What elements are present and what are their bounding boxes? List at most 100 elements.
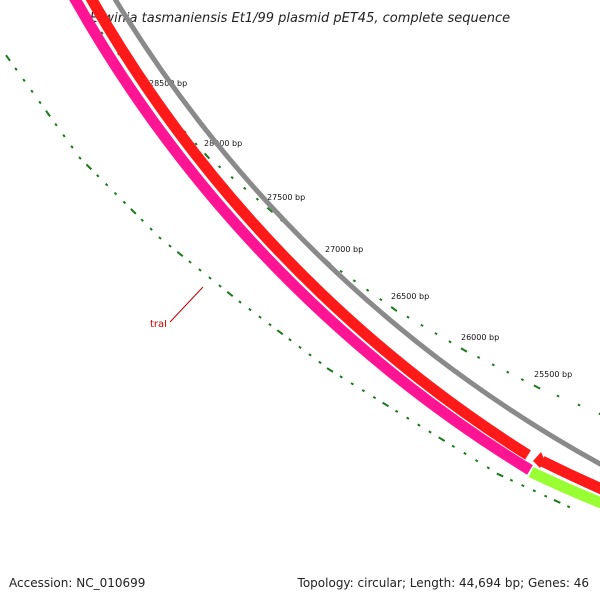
inner-minor-tick — [238, 300, 242, 304]
major-tick — [390, 306, 398, 312]
inner-major-tick — [438, 436, 446, 442]
major-tick — [203, 152, 211, 160]
gene-label-traI: traI — [150, 319, 167, 330]
minor-tick — [379, 298, 383, 302]
inner-minor-tick — [372, 395, 377, 400]
inner-minor-tick — [509, 478, 514, 482]
inner-minor-tick — [361, 389, 366, 393]
minor-tick — [556, 394, 560, 398]
inner-minor-tick — [122, 200, 127, 205]
tick-label: 27000 bp — [325, 245, 363, 254]
inner-minor-tick — [417, 423, 421, 427]
inner-major-tick — [326, 367, 334, 373]
inner-minor-tick — [451, 444, 456, 448]
minor-tick — [243, 186, 247, 191]
minor-tick — [448, 340, 452, 344]
inner-minor-tick — [158, 236, 162, 240]
minor-tick — [577, 403, 581, 407]
inner-minor-tick — [104, 182, 109, 187]
summary-text: Topology: circular; Length: 44,694 bp; G… — [297, 576, 589, 590]
inner-minor-tick — [248, 307, 252, 312]
inner-tick-ring — [5, 54, 571, 509]
tick-label: 27500 bp — [267, 193, 305, 202]
major-tick — [266, 206, 274, 214]
inner-minor-tick — [208, 276, 212, 280]
minor-tick — [434, 332, 438, 336]
inner-minor-tick — [486, 466, 491, 470]
inner-minor-tick — [14, 67, 18, 71]
gene-arc-green — [528, 467, 600, 509]
inner-minor-tick — [532, 489, 536, 493]
inner-minor-tick — [268, 323, 272, 327]
inner-minor-tick — [339, 375, 343, 379]
inner-minor-tick — [394, 409, 399, 413]
inner-minor-tick — [62, 134, 66, 138]
minor-tick — [365, 288, 370, 292]
inner-minor-tick — [318, 360, 322, 365]
inner-minor-tick — [38, 100, 42, 105]
inner-major-tick — [130, 208, 137, 215]
inner-minor-tick — [70, 145, 74, 149]
tick-label: 26500 bp — [391, 292, 429, 301]
inner-major-tick — [496, 472, 504, 478]
inner-major-tick — [176, 251, 184, 257]
minor-tick — [420, 323, 424, 327]
inner-minor-tick — [96, 174, 100, 178]
inner-major-tick — [85, 163, 93, 171]
inner-major-tick — [553, 499, 561, 504]
gene-label-leader — [169, 286, 204, 323]
tick-label: 25500 bp — [534, 370, 572, 379]
inner-major-tick — [276, 329, 284, 336]
tick-label: 26000 bp — [461, 333, 499, 342]
backbone-circle — [112, 0, 600, 467]
inner-minor-tick — [149, 227, 153, 231]
gene-arc-traI — [69, 0, 533, 475]
minor-tick — [217, 165, 222, 169]
inner-major-tick — [45, 110, 51, 117]
minor-tick — [255, 197, 260, 201]
inner-minor-tick — [188, 260, 192, 264]
inner-major-tick — [226, 291, 234, 297]
inner-minor-tick — [258, 315, 262, 319]
inner-minor-tick — [566, 505, 571, 509]
inner-minor-tick — [168, 244, 172, 248]
inner-major-tick — [382, 401, 390, 408]
inner-minor-tick — [298, 345, 302, 349]
inner-minor-tick — [30, 89, 34, 94]
accession-text: Accession: NC_010699 — [9, 576, 146, 590]
minor-tick — [520, 378, 525, 382]
minor-tick — [230, 175, 234, 180]
major-tick — [460, 347, 468, 353]
minor-tick — [352, 279, 357, 283]
inner-minor-tick — [198, 268, 202, 272]
minor-tick — [339, 269, 343, 273]
inner-minor-tick — [113, 191, 118, 196]
inner-minor-tick — [521, 484, 525, 488]
minor-tick — [100, 31, 104, 35]
inner-minor-tick — [288, 338, 292, 342]
inner-minor-tick — [78, 156, 82, 160]
inner-major-tick — [5, 54, 11, 62]
forward-gene-arc-2 — [539, 456, 600, 495]
minor-tick — [506, 370, 510, 374]
minor-tick — [476, 355, 481, 359]
map-title: Erwinia tasmaniensis Et1/99 plasmid pET4… — [90, 11, 510, 26]
minor-tick — [194, 142, 198, 146]
inner-minor-tick — [406, 416, 410, 420]
inner-minor-tick — [463, 451, 467, 456]
inner-minor-tick — [218, 284, 222, 288]
minor-tick — [491, 363, 495, 367]
inner-minor-tick — [474, 459, 479, 463]
inner-minor-tick — [350, 382, 354, 386]
minor-tick — [598, 412, 600, 416]
inner-minor-tick — [428, 430, 432, 434]
minor-tick — [406, 315, 410, 319]
tick-label: 28000 bp — [204, 139, 242, 148]
inner-minor-tick — [22, 78, 26, 82]
major-tick — [533, 384, 541, 390]
inner-minor-tick — [308, 353, 312, 357]
inner-minor-tick — [544, 494, 548, 498]
inner-minor-tick — [140, 218, 144, 222]
inner-minor-tick — [54, 122, 58, 127]
